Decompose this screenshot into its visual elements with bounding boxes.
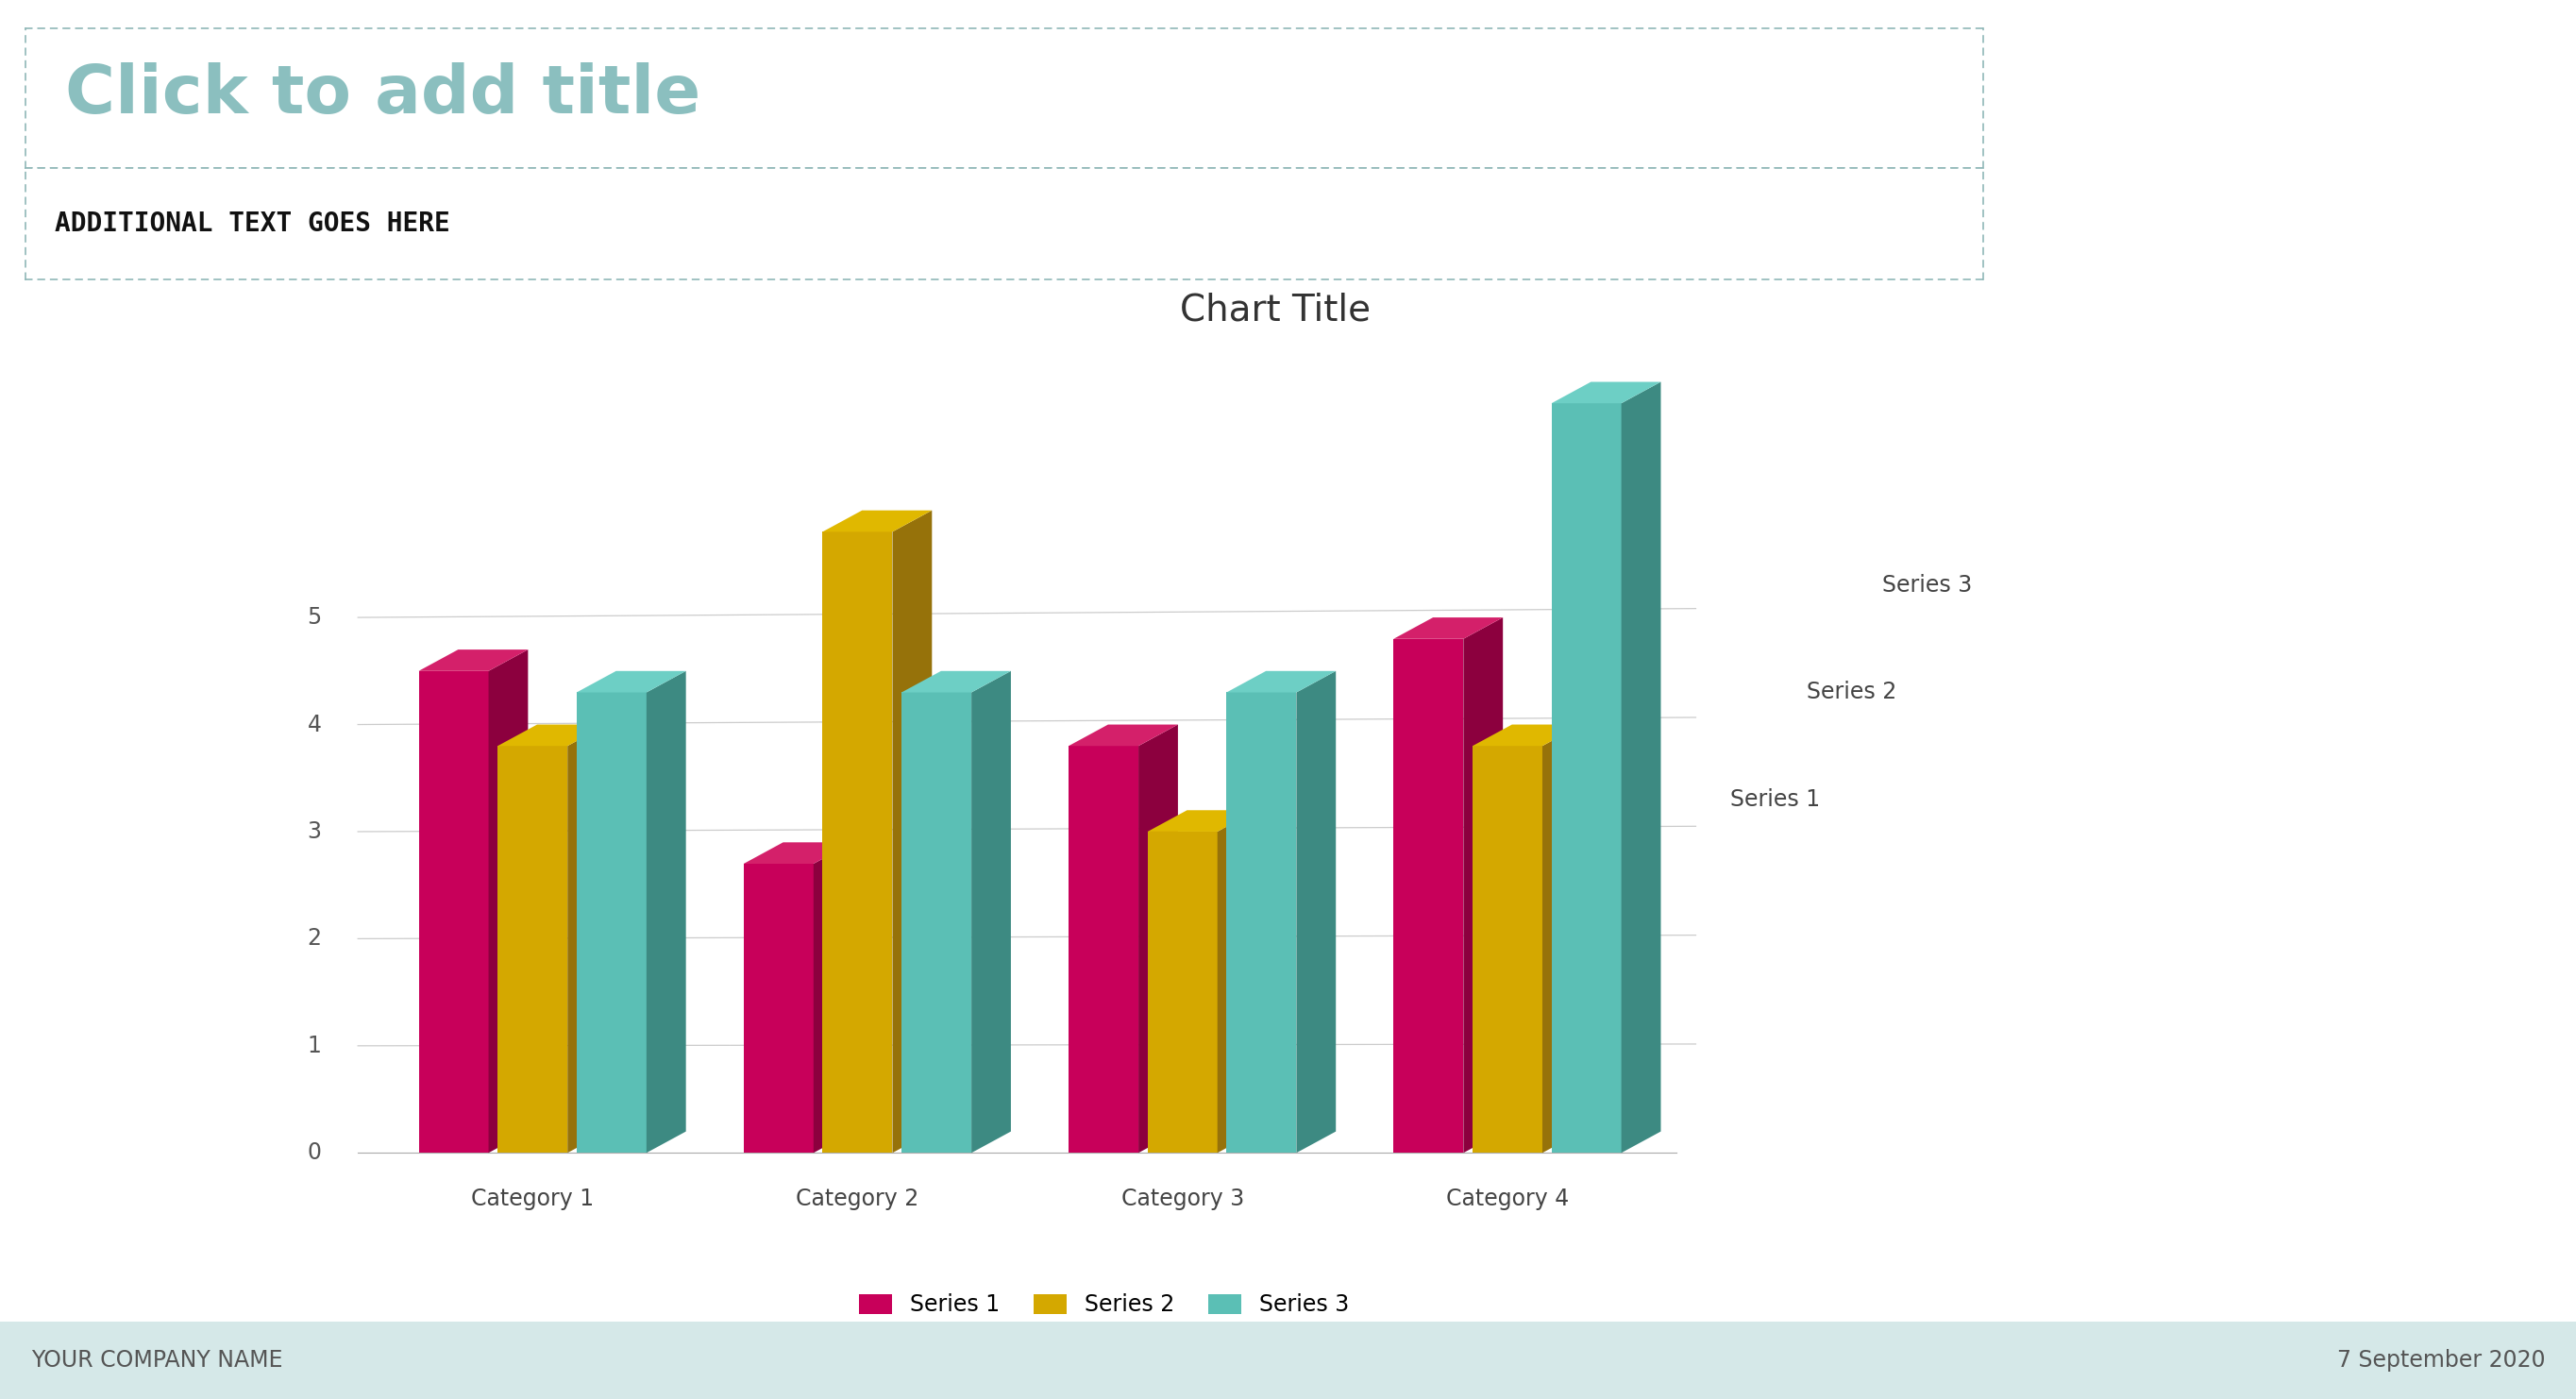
Bar [577, 693, 647, 1153]
Text: 1: 1 [307, 1034, 322, 1058]
Polygon shape [1296, 672, 1337, 1153]
Polygon shape [744, 842, 853, 863]
Bar [420, 672, 489, 1153]
Text: Click to add title: Click to add title [64, 63, 701, 127]
Title: Chart Title: Chart Title [1180, 292, 1370, 329]
Text: 7 September 2020: 7 September 2020 [2336, 1349, 2545, 1372]
Polygon shape [814, 842, 853, 1153]
Polygon shape [1473, 725, 1582, 746]
Bar [902, 693, 971, 1153]
Polygon shape [497, 725, 608, 746]
Text: ADDITIONAL TEXT GOES HERE: ADDITIONAL TEXT GOES HERE [54, 211, 451, 236]
Text: 5: 5 [307, 606, 322, 628]
Bar [1069, 746, 1139, 1153]
Polygon shape [1218, 810, 1257, 1153]
Text: Category 4: Category 4 [1445, 1188, 1569, 1210]
Polygon shape [1146, 810, 1257, 831]
Polygon shape [1543, 725, 1582, 1153]
Bar [1394, 639, 1463, 1153]
Text: 0: 0 [307, 1142, 322, 1164]
Text: Category 1: Category 1 [471, 1188, 595, 1210]
Polygon shape [1139, 725, 1177, 1153]
Polygon shape [420, 649, 528, 672]
Polygon shape [567, 725, 608, 1153]
Text: Series 1: Series 1 [1731, 788, 1821, 811]
Text: YOUR COMPANY NAME: YOUR COMPANY NAME [31, 1349, 283, 1372]
Polygon shape [971, 672, 1010, 1153]
Text: Category 3: Category 3 [1121, 1188, 1244, 1210]
Polygon shape [1551, 382, 1662, 403]
Polygon shape [577, 672, 685, 693]
Polygon shape [1069, 725, 1177, 746]
Bar [497, 746, 567, 1153]
Polygon shape [1463, 617, 1502, 1153]
Text: Series 3: Series 3 [1883, 574, 1973, 596]
Bar [1473, 746, 1543, 1153]
Polygon shape [1620, 382, 1662, 1153]
Bar [1226, 693, 1296, 1153]
Text: Series 2: Series 2 [1806, 681, 1896, 704]
Polygon shape [489, 649, 528, 1153]
Polygon shape [1226, 672, 1337, 693]
Bar [1146, 831, 1218, 1153]
Bar [744, 863, 814, 1153]
Polygon shape [891, 511, 933, 1153]
Bar [822, 532, 891, 1153]
Polygon shape [647, 672, 685, 1153]
Polygon shape [1394, 617, 1502, 639]
Text: 2: 2 [307, 928, 322, 950]
Polygon shape [902, 672, 1010, 693]
Legend: Series 1, Series 2, Series 3: Series 1, Series 2, Series 3 [848, 1283, 1360, 1328]
Bar [1551, 403, 1620, 1153]
Polygon shape [822, 511, 933, 532]
Text: Category 2: Category 2 [796, 1188, 920, 1210]
Text: 3: 3 [307, 820, 322, 844]
Text: 4: 4 [307, 713, 322, 736]
